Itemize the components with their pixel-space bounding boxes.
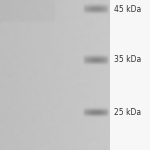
Text: 45 kDa: 45 kDa — [114, 4, 141, 14]
Text: 35 kDa: 35 kDa — [114, 56, 141, 64]
Text: 25 kDa: 25 kDa — [114, 108, 141, 117]
